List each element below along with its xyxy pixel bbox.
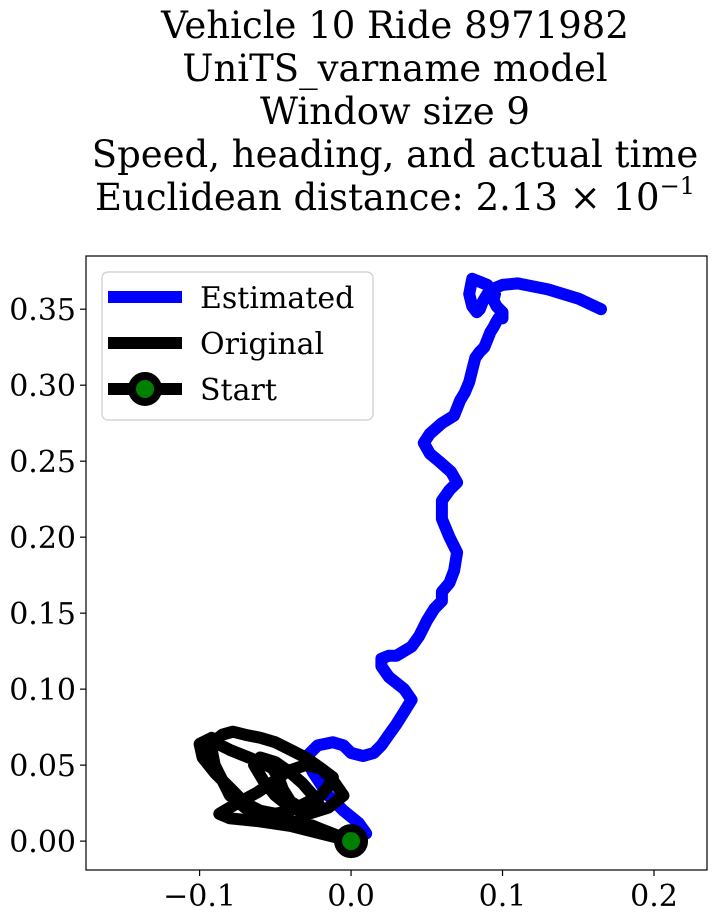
title-line-2: UniTS_varname model [182,47,608,90]
series-line-estimated [299,272,607,840]
legend-start-marker [128,372,162,406]
x-tick-label: −0.1 [163,879,236,914]
legend: Estimated Original Start [101,271,374,421]
y-tick-label: 0.05 [9,749,76,784]
legend-estimated-label: Estimated [200,281,354,316]
title-line-1: Vehicle 10 Ride 8971982 [161,4,629,47]
y-tick-label: 0.25 [9,445,76,480]
y-tick-label: 0.35 [9,293,76,328]
start-marker [334,824,369,859]
metric-exponent: −1 [659,172,695,200]
legend-start-label: Start [200,373,277,408]
title-line-3: Window size 9 [260,90,530,133]
x-tick-label: 0.0 [327,879,375,914]
x-tick-label: 0.1 [479,879,527,914]
legend-original-label: Original [200,327,324,362]
chart-title: Vehicle 10 Ride 8971982 UniTS_varname mo… [0,4,713,219]
series-line-original [193,725,358,848]
ticks-layer: −0.1 0.0 0.1 0.2 0.00 0.05 0.10 0.15 0.20 0.25 0.3… [9,293,678,914]
title-line-5: Euclidean distance: 2.13 × 10−1 [0,174,713,219]
y-tick-label: 0.00 [9,825,76,860]
title-line-4: Speed, heading, and actual time [91,133,699,176]
metric-mantissa: 2.13 [475,176,558,219]
x-tick-label: 0.2 [630,879,678,914]
y-tick-label: 0.15 [9,597,76,632]
axes-frame [85,255,708,871]
y-tick-label: 0.30 [9,369,76,404]
series-layer [193,272,607,859]
metric-base: 10 [612,176,660,219]
metric-times: × [569,176,601,219]
y-tick-label: 0.20 [9,521,76,556]
metric-prefix: Euclidean distance: [95,176,476,219]
y-tick-label: 0.10 [9,673,76,708]
